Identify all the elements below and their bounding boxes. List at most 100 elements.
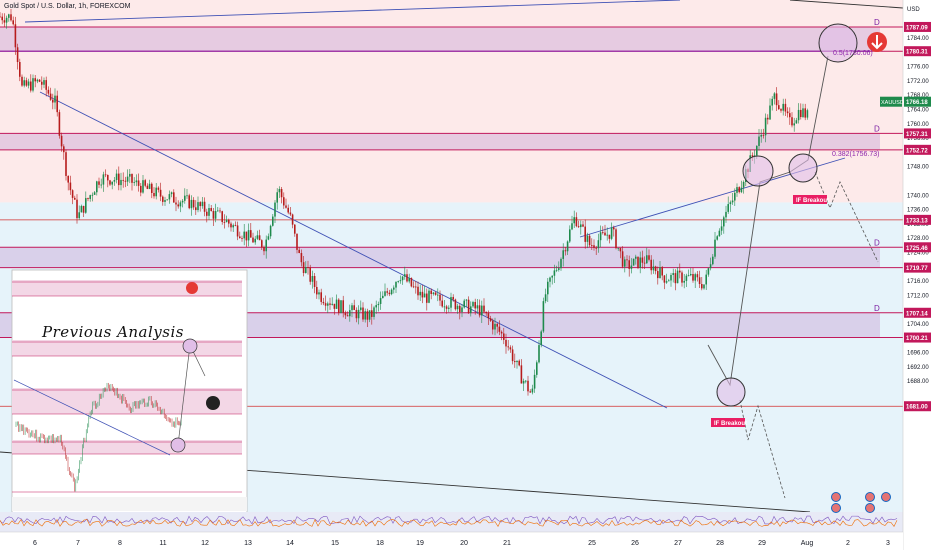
candle-body bbox=[789, 113, 791, 118]
previous-analysis-inset bbox=[11, 269, 248, 514]
candle-body bbox=[553, 270, 556, 276]
candle-body bbox=[272, 216, 274, 226]
time-tick-11: 11 bbox=[159, 540, 166, 547]
candle-body bbox=[373, 307, 375, 317]
candle-body bbox=[12, 20, 14, 25]
candle-body bbox=[102, 174, 105, 185]
zone-tag-3: D bbox=[874, 304, 880, 313]
time-tick-8: 8 bbox=[118, 540, 122, 547]
candle-body bbox=[782, 103, 784, 111]
candle-body bbox=[386, 291, 388, 293]
candle-body bbox=[265, 239, 267, 252]
candle-body bbox=[604, 232, 606, 236]
candle-body bbox=[56, 95, 58, 113]
candle-body bbox=[437, 294, 439, 296]
candle-body bbox=[415, 286, 417, 288]
candle-body bbox=[254, 238, 256, 243]
candle-body bbox=[3, 20, 6, 23]
candle-body bbox=[738, 187, 740, 193]
candle-body bbox=[487, 313, 490, 319]
zone-tag-1: D bbox=[874, 124, 880, 133]
candle-body bbox=[148, 183, 151, 189]
price-tag-bg bbox=[904, 242, 931, 253]
candle-body bbox=[305, 267, 307, 273]
candle-body bbox=[329, 303, 331, 305]
candle-body bbox=[718, 230, 721, 237]
time-tick-26: 26 bbox=[631, 540, 639, 547]
candle-body bbox=[439, 294, 441, 301]
time-tick-13: 13 bbox=[244, 540, 252, 547]
candle-body bbox=[412, 286, 415, 288]
downtrend-line bbox=[39, 91, 668, 409]
candle-body bbox=[80, 205, 83, 213]
candle-body bbox=[151, 183, 153, 193]
time-axis bbox=[0, 532, 903, 550]
time-tick-15: 15 bbox=[331, 540, 339, 547]
candle-body bbox=[129, 173, 131, 177]
candle-body bbox=[184, 195, 186, 201]
candle-body bbox=[379, 298, 382, 304]
candle-body bbox=[368, 310, 371, 320]
demand-zone-0 bbox=[0, 26, 880, 52]
candle-body bbox=[505, 339, 507, 347]
candle-body bbox=[674, 273, 677, 284]
candle-body bbox=[771, 98, 773, 106]
candle-body bbox=[173, 192, 175, 203]
candle-body bbox=[197, 202, 199, 211]
candle-body bbox=[298, 249, 300, 254]
candle-body bbox=[452, 297, 454, 300]
inset-zone-a bbox=[12, 280, 242, 296]
candle-body bbox=[241, 238, 243, 239]
price-tick: 1756.00 bbox=[907, 136, 929, 142]
candle-body bbox=[192, 199, 195, 208]
candle-body bbox=[672, 273, 674, 275]
candle-body bbox=[364, 311, 366, 320]
candle-body bbox=[685, 275, 688, 281]
candle-body bbox=[146, 185, 149, 189]
candle-body bbox=[659, 267, 661, 279]
candle-body bbox=[243, 231, 245, 239]
candle-body bbox=[294, 224, 296, 234]
candle-body bbox=[608, 234, 611, 239]
breakout-text: IF Breakout bbox=[796, 198, 829, 204]
candle-body bbox=[74, 197, 76, 200]
candle-body bbox=[705, 274, 707, 285]
candle-body bbox=[467, 299, 470, 314]
candle-body bbox=[756, 145, 758, 156]
candle-body bbox=[261, 240, 263, 248]
candle-body bbox=[263, 247, 265, 252]
candle-body bbox=[481, 305, 483, 316]
inset-circle-2 bbox=[170, 437, 186, 453]
candle-body bbox=[316, 286, 318, 295]
candle-body bbox=[52, 99, 54, 103]
highlight-circle-2 bbox=[788, 153, 818, 183]
candle-body bbox=[327, 303, 329, 306]
candle-body bbox=[694, 274, 696, 281]
zone-top-price-tag-1: 1757.31 bbox=[904, 128, 931, 139]
candle-body bbox=[124, 180, 127, 182]
candle-body bbox=[63, 146, 65, 153]
candle-body bbox=[401, 276, 404, 281]
candle-body bbox=[181, 200, 184, 203]
time-tick-19: 19 bbox=[416, 540, 424, 547]
price-tag-bg bbox=[904, 214, 931, 225]
candle-body bbox=[610, 227, 613, 239]
candle-body bbox=[355, 309, 358, 319]
price-tick: 1716.00 bbox=[907, 279, 929, 285]
candle-body bbox=[322, 301, 325, 304]
inset-down-icon bbox=[186, 282, 198, 294]
breakout-bg bbox=[711, 418, 745, 427]
price-axis-currency: USD bbox=[907, 7, 920, 13]
candle-body bbox=[470, 306, 472, 314]
price-tag-bg bbox=[904, 46, 931, 57]
candle-body bbox=[602, 232, 604, 234]
candle-body bbox=[43, 80, 45, 85]
candle-body bbox=[349, 310, 351, 317]
candle-body bbox=[126, 176, 129, 182]
candle-body bbox=[217, 210, 219, 212]
candle-body bbox=[65, 152, 67, 176]
candle-body bbox=[382, 295, 384, 299]
top-black-line bbox=[789, 0, 904, 9]
